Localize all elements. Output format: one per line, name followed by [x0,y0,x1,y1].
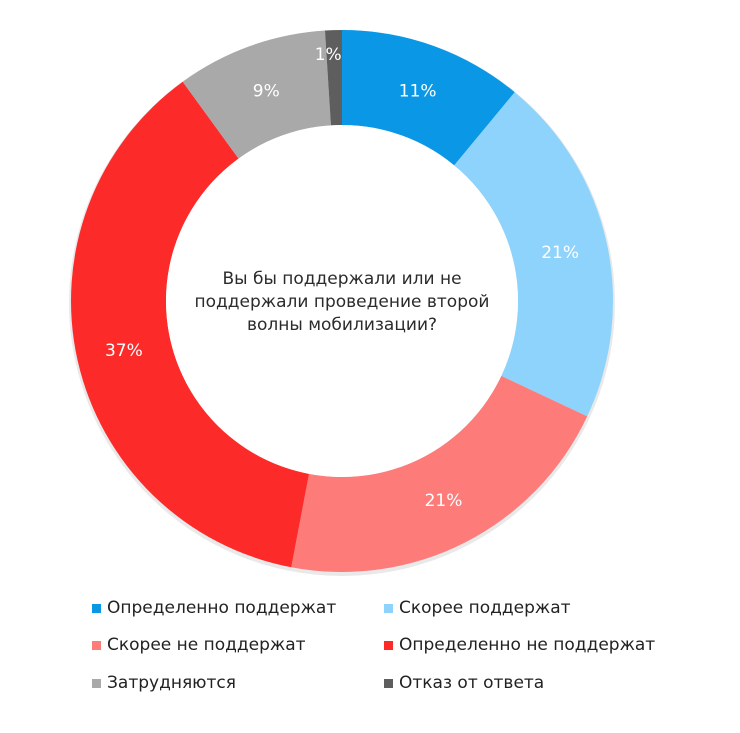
title-line-1: Вы бы поддержали или не [222,269,462,289]
legend-swatch [92,603,101,613]
legend-swatch [384,678,393,688]
legend-item-undecided: Затрудняются [92,673,236,693]
legend-item-definitely-support: Определенно поддержат [92,598,336,618]
legend-item-definitely-not-support: Определенно не поддержат [384,635,655,655]
legend-swatch [92,678,101,688]
legend-swatch [384,603,393,613]
segment-label-undecided: 9% [253,82,280,102]
segment-label-rather-support: 21% [541,243,579,263]
segment-label-rather-not-support: 21% [425,491,463,511]
legend-label: Определенно не поддержат [399,635,656,655]
legend-label: Затрудняются [107,673,236,693]
segment-label-definitely-not-support: 37% [105,341,143,361]
legend-item-rather-support: Скорее поддержат [384,598,571,618]
chart-title: Вы бы поддержали или не поддержали прове… [192,268,492,337]
donut-chart: 11% 21% 21% 37% 9% 1% [69,30,615,576]
legend-item-rather-not-support: Скорее не поддержат [92,635,306,655]
legend-label: Скорее не поддержат [107,635,306,655]
legend-item-refused: Отказ от ответа [384,673,544,693]
segment-refused [324,30,342,126]
legend-label: Отказ от ответа [399,673,545,693]
donut-hole [166,125,518,477]
segment-definitely-support [342,30,515,166]
segment-rather-support [454,92,613,417]
segment-label-definitely-support: 11% [399,82,437,102]
segment-undecided [182,30,331,159]
segment-label-refused: 1% [315,45,342,65]
segment-rather-not-support [291,375,588,572]
legend-swatch [384,640,393,650]
legend-label: Определенно поддержат [107,598,337,618]
legend-swatch [92,640,101,650]
segment-definitely-not-support [71,81,310,568]
legend-label: Скорее поддержат [399,598,571,618]
title-line-2: поддержали проведение второй [194,292,490,312]
title-line-3: волны мобилизации? [246,315,438,335]
